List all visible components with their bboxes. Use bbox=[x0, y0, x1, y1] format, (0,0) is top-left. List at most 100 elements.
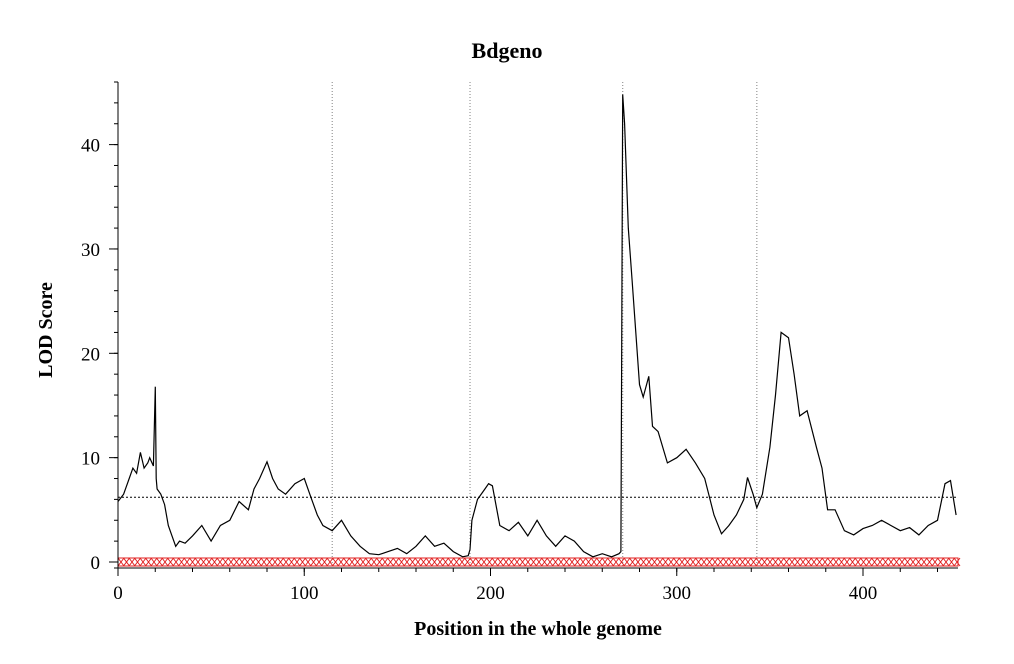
marker-x bbox=[123, 557, 130, 567]
marker-x bbox=[442, 557, 449, 567]
marker-x bbox=[365, 557, 372, 567]
marker-x bbox=[183, 557, 191, 567]
marker-x bbox=[574, 557, 581, 567]
marker-x bbox=[651, 557, 658, 567]
marker-x bbox=[596, 557, 603, 567]
marker-x bbox=[640, 557, 647, 567]
marker-x bbox=[332, 557, 339, 567]
marker-x bbox=[513, 557, 521, 567]
marker-x bbox=[194, 557, 202, 567]
marker-x bbox=[618, 557, 625, 567]
chart-title: Bdgeno bbox=[472, 38, 543, 63]
x-tick-label: 200 bbox=[476, 583, 505, 604]
marker-x bbox=[343, 557, 350, 567]
marker-x bbox=[359, 557, 367, 567]
marker-x bbox=[299, 557, 306, 567]
marker-x bbox=[227, 557, 235, 567]
marker-x bbox=[832, 557, 840, 567]
marker-x bbox=[794, 557, 801, 567]
marker-x bbox=[524, 557, 532, 567]
marker-x bbox=[865, 557, 873, 567]
marker-x bbox=[673, 557, 680, 567]
marker-x bbox=[788, 557, 796, 567]
marker-x bbox=[827, 557, 834, 567]
marker-x bbox=[271, 557, 279, 567]
marker-x bbox=[255, 557, 262, 567]
marker-x bbox=[717, 557, 724, 567]
marker-x bbox=[497, 557, 504, 567]
marker-x bbox=[189, 557, 196, 567]
marker-x bbox=[634, 557, 642, 567]
marker-x bbox=[398, 557, 405, 567]
chromosome-boundaries bbox=[331, 82, 758, 568]
axes bbox=[114, 82, 958, 569]
marker-x bbox=[931, 557, 939, 567]
marker-x bbox=[508, 557, 515, 567]
marker-x bbox=[409, 557, 416, 567]
marker-x bbox=[491, 557, 499, 567]
marker-x bbox=[695, 557, 702, 567]
marker-x bbox=[926, 557, 933, 567]
marker-x bbox=[546, 557, 554, 567]
marker-x bbox=[898, 557, 906, 567]
marker-x bbox=[876, 557, 884, 567]
marker-x bbox=[530, 557, 537, 567]
marker-x bbox=[376, 557, 383, 567]
marker-x bbox=[293, 557, 301, 567]
marker-x bbox=[805, 557, 812, 567]
marker-x bbox=[607, 557, 614, 567]
marker-x bbox=[656, 557, 664, 567]
marker-x bbox=[453, 557, 460, 567]
marker-x bbox=[211, 557, 218, 567]
marker-x bbox=[249, 557, 257, 567]
marker-x bbox=[871, 557, 878, 567]
marker-x bbox=[469, 557, 477, 567]
marker-x bbox=[244, 557, 251, 567]
marker-x bbox=[678, 557, 686, 567]
marker-x bbox=[623, 557, 631, 567]
marker-x bbox=[722, 557, 730, 567]
marker-x bbox=[425, 557, 433, 567]
marker-x bbox=[552, 557, 559, 567]
x-tick-label: 300 bbox=[663, 583, 692, 604]
marker-x bbox=[431, 557, 438, 567]
marker-x bbox=[403, 557, 411, 567]
marker-x bbox=[167, 557, 174, 567]
marker-x bbox=[519, 557, 526, 567]
marker-x bbox=[475, 557, 482, 567]
marker-x bbox=[260, 557, 268, 567]
x-tick-label: 0 bbox=[113, 583, 123, 604]
marker-x bbox=[821, 557, 829, 567]
marker-x bbox=[178, 557, 185, 567]
marker-x bbox=[728, 557, 735, 567]
y-tick-label: 10 bbox=[81, 449, 100, 470]
marker-x bbox=[909, 557, 917, 567]
marker-x bbox=[893, 557, 900, 567]
marker-x bbox=[458, 557, 466, 567]
marker-x bbox=[860, 557, 867, 567]
marker-x bbox=[222, 557, 229, 567]
marker-x bbox=[145, 557, 152, 567]
marker-x bbox=[134, 557, 141, 567]
marker-x bbox=[381, 557, 389, 567]
marker-x bbox=[733, 557, 741, 567]
marker-x bbox=[915, 557, 922, 567]
marker-x bbox=[612, 557, 620, 567]
marker-x bbox=[645, 557, 653, 567]
marker-x bbox=[354, 557, 361, 567]
marker-x bbox=[288, 557, 295, 567]
marker-x bbox=[937, 557, 944, 567]
marker-x bbox=[744, 557, 752, 567]
marker-x bbox=[502, 557, 510, 567]
marker-x bbox=[684, 557, 691, 567]
marker-x bbox=[392, 557, 400, 567]
marker-x bbox=[843, 557, 851, 567]
marker-x bbox=[579, 557, 587, 567]
marker-x bbox=[238, 557, 246, 567]
marker-x bbox=[777, 557, 785, 567]
marker-x bbox=[161, 557, 169, 567]
marker-x bbox=[310, 557, 317, 567]
marker-x bbox=[326, 557, 334, 567]
marker-x bbox=[304, 557, 312, 567]
